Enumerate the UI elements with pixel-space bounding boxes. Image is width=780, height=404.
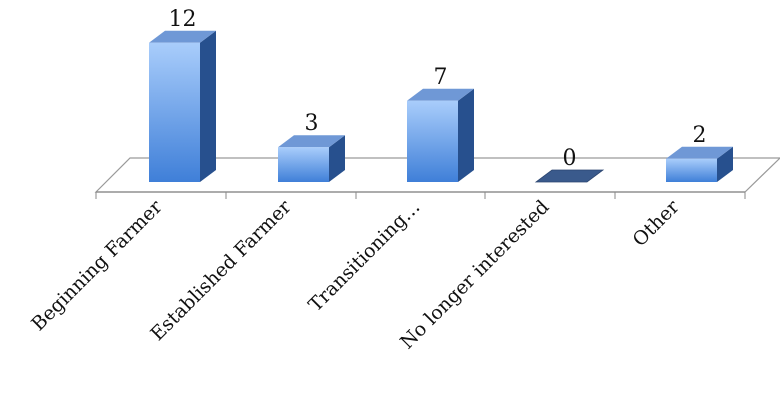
data-label: 2 [693,123,707,148]
data-label: 12 [169,7,197,32]
bar-series: 12 3 7 0 2 [149,7,733,183]
category-label: Other [629,195,685,251]
bar-front [278,147,329,182]
bar-top [278,135,345,148]
bar-top [149,30,216,43]
bar [149,30,216,182]
bar-top [666,146,733,159]
bar [666,146,733,182]
bar [407,88,474,182]
category-label: Beginning Farmer [27,195,167,335]
bar-front [407,100,458,182]
bar-top [407,88,474,101]
bar-zero-face [534,169,605,183]
bar-front [149,42,200,182]
category-label: Established Farmer [146,195,296,345]
bar-side [329,135,345,182]
bar-side [200,30,216,182]
x-axis-ticks [95,192,746,199]
bar [278,135,345,182]
bar-front [666,158,717,182]
data-label: 7 [434,65,448,90]
category-label: Transitioning… [304,196,424,316]
bar-side [458,88,474,182]
bar-side [717,146,733,182]
category-label: No longer interested [396,196,553,353]
data-label: 3 [305,111,319,136]
data-label: 0 [563,146,577,171]
bar [534,169,605,183]
